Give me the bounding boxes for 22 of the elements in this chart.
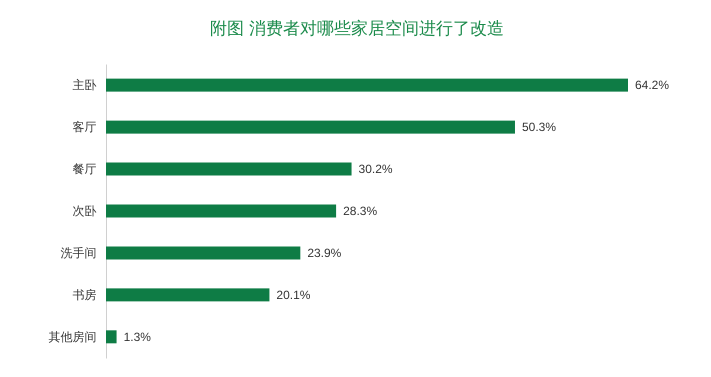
y-tick-label: 次卧 (72, 204, 96, 218)
y-tick-label: 餐厅 (72, 162, 96, 176)
bar (106, 162, 352, 176)
y-tick-label: 洗手间 (60, 246, 96, 260)
bar (106, 78, 628, 92)
chart-title: 附图 消费者对哪些家居空间进行了改造 (210, 19, 504, 38)
data-label: 64.2% (635, 78, 670, 92)
bar (106, 246, 300, 260)
data-label: 20.1% (276, 288, 311, 302)
data-label: 50.3% (522, 120, 556, 134)
bar (106, 288, 270, 302)
y-tick-label: 其他房间 (48, 330, 96, 344)
data-label: 30.2% (358, 162, 393, 176)
data-label: 23.9% (307, 246, 342, 260)
y-tick-label: 书房 (72, 288, 96, 302)
data-label: 28.3% (343, 204, 378, 218)
data-label: 1.3% (124, 330, 152, 344)
y-tick-label: 主卧 (72, 78, 96, 92)
y-tick-label: 客厅 (72, 120, 96, 134)
bar (106, 120, 515, 134)
bar (106, 330, 117, 344)
bar (106, 204, 336, 218)
